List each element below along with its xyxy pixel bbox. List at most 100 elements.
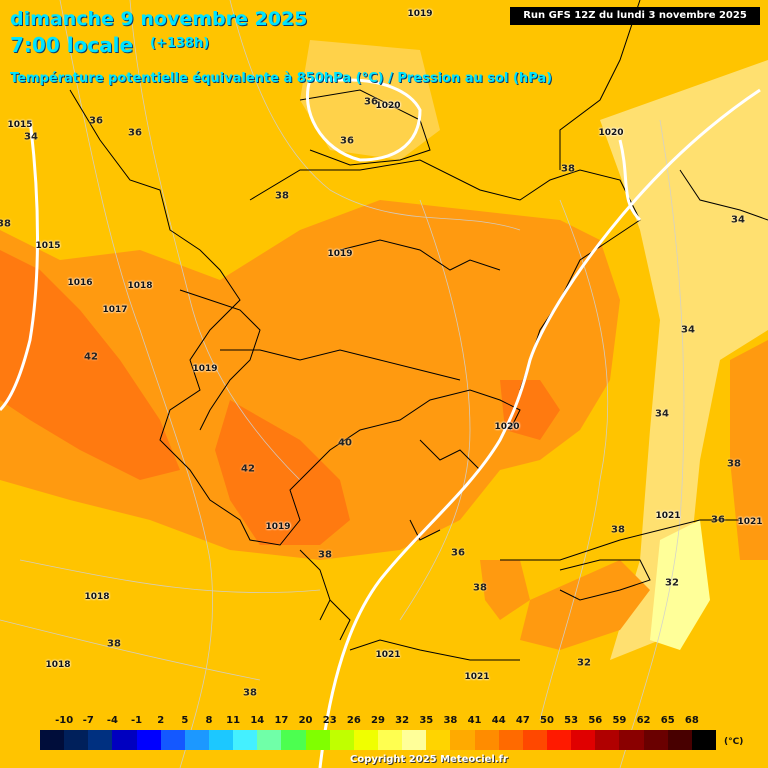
isobars <box>0 78 761 768</box>
temp-label: 38 <box>0 218 11 230</box>
forecast-lead: (+138h) <box>150 36 210 51</box>
scale-tick-label: 26 <box>346 715 361 726</box>
scale-swatch <box>402 730 427 750</box>
scale-swatch <box>208 730 234 750</box>
scale-swatch <box>450 730 475 750</box>
pressure-label: 1018 <box>84 592 110 602</box>
temp-label: 36 <box>340 135 354 147</box>
scale-swatch <box>329 730 354 750</box>
scale-tick-label: 5 <box>181 715 189 726</box>
scale-swatch <box>112 730 137 750</box>
temp-label: 36 <box>451 547 465 559</box>
scale-tick-label: 50 <box>540 715 554 726</box>
temp-label: 38 <box>611 524 625 536</box>
temp-label: 36 <box>128 127 142 139</box>
scale-tick-label: 41 <box>467 715 482 726</box>
temp-label: 34 <box>731 214 745 226</box>
scale-tick-label: 38 <box>443 715 458 726</box>
scale-tick-label: 44 <box>491 715 506 726</box>
scale-swatch <box>305 730 330 750</box>
scale-tick-label: -10 <box>55 715 74 726</box>
scale-swatch <box>136 730 161 750</box>
scale-swatch <box>160 730 185 750</box>
pressure-label: 1018 <box>127 281 153 291</box>
scale-swatch <box>667 730 692 750</box>
scale-tick-label: 29 <box>371 715 385 726</box>
scale-swatch <box>426 730 451 750</box>
scale-tick-label: -1 <box>131 715 143 726</box>
scale-tick-label: 20 <box>298 715 313 726</box>
run-info-box: Run GFS 12Z du lundi 3 novembre 2025 <box>510 7 760 25</box>
pressure-label: 1021 <box>655 511 681 521</box>
scale-swatch <box>498 730 523 750</box>
temp-label: 36 <box>364 96 378 108</box>
forecast-time: 7:00 locale <box>10 33 134 57</box>
temp-label: 40 <box>338 437 352 449</box>
temp-label: 38 <box>473 582 487 594</box>
pressure-label: 1017 <box>102 305 128 315</box>
temp-label: 42 <box>241 463 255 475</box>
scale-tick-label: 68 <box>684 715 699 726</box>
pressure-label: 1020 <box>494 422 520 432</box>
temp-label: 32 <box>665 577 679 589</box>
pressure-label: 1016 <box>67 278 93 288</box>
scale-tick-label: -4 <box>106 715 118 726</box>
scale-tick-label: 8 <box>205 715 213 726</box>
scale-tick-label: 2 <box>157 715 165 726</box>
scale-swatch <box>571 730 596 750</box>
field-hot-greece <box>215 400 350 545</box>
scale-tick-label: 62 <box>636 715 651 726</box>
temp-label: 32 <box>577 657 591 669</box>
copyright: Copyright 2025 Meteociel.fr <box>350 754 508 765</box>
temp-label: 42 <box>84 351 98 363</box>
temp-label: 36 <box>89 115 103 127</box>
scale-tick-label: 53 <box>564 715 579 726</box>
scale-tick-label: -7 <box>82 715 94 726</box>
pressure-label: 1019 <box>327 249 353 259</box>
scale-swatch <box>691 730 716 750</box>
color-scale <box>40 730 716 750</box>
scale-swatch <box>184 730 209 750</box>
scale-swatch <box>88 730 113 750</box>
scale-tick-label: 23 <box>322 715 337 726</box>
temp-label: 38 <box>727 458 741 470</box>
temp-label: 34 <box>24 131 38 143</box>
pressure-label: 1021 <box>464 672 490 682</box>
scale-swatch <box>643 730 668 750</box>
scale-unit: (°C) <box>724 737 744 747</box>
scale-swatch <box>64 730 89 750</box>
scale-swatch <box>546 730 572 750</box>
pressure-label: 1015 <box>35 241 61 251</box>
pressure-label: 1019 <box>192 364 218 374</box>
scale-swatch <box>353 730 378 750</box>
scale-swatch <box>522 730 547 750</box>
pressure-label: 1021 <box>375 650 401 660</box>
scale-tick-label: 14 <box>250 715 265 726</box>
map-subtitle: Température potentielle équivalente à 85… <box>10 71 553 86</box>
scale-swatch <box>474 730 499 750</box>
temp-label: 38 <box>318 549 332 561</box>
scale-tick-label: 56 <box>588 715 603 726</box>
borders <box>69 0 768 661</box>
pressure-label: 1018 <box>45 660 71 670</box>
scale-tick-label: 17 <box>274 715 289 726</box>
scale-tick-label: 11 <box>226 715 241 726</box>
scale-tick-label: 35 <box>419 715 434 726</box>
temp-label: 36 <box>711 514 725 526</box>
pressure-label: 1015 <box>7 120 33 130</box>
pressure-label: 1019 <box>407 9 433 19</box>
scale-tick-label: 47 <box>515 715 530 726</box>
pressure-label: 1021 <box>737 517 763 527</box>
scale-swatch <box>233 730 258 750</box>
temp-label: 34 <box>655 408 669 420</box>
temp-label: 38 <box>561 163 575 175</box>
field-coldest <box>650 520 710 650</box>
scale-swatch <box>257 730 282 750</box>
theta-contours <box>0 0 685 768</box>
pressure-label: 1020 <box>598 128 624 138</box>
temp-label: 38 <box>275 190 289 202</box>
temp-label: 38 <box>107 638 121 650</box>
scale-swatch <box>40 730 65 750</box>
field-hot-west <box>0 250 180 480</box>
forecast-date: dimanche 9 novembre 2025 <box>10 8 308 30</box>
